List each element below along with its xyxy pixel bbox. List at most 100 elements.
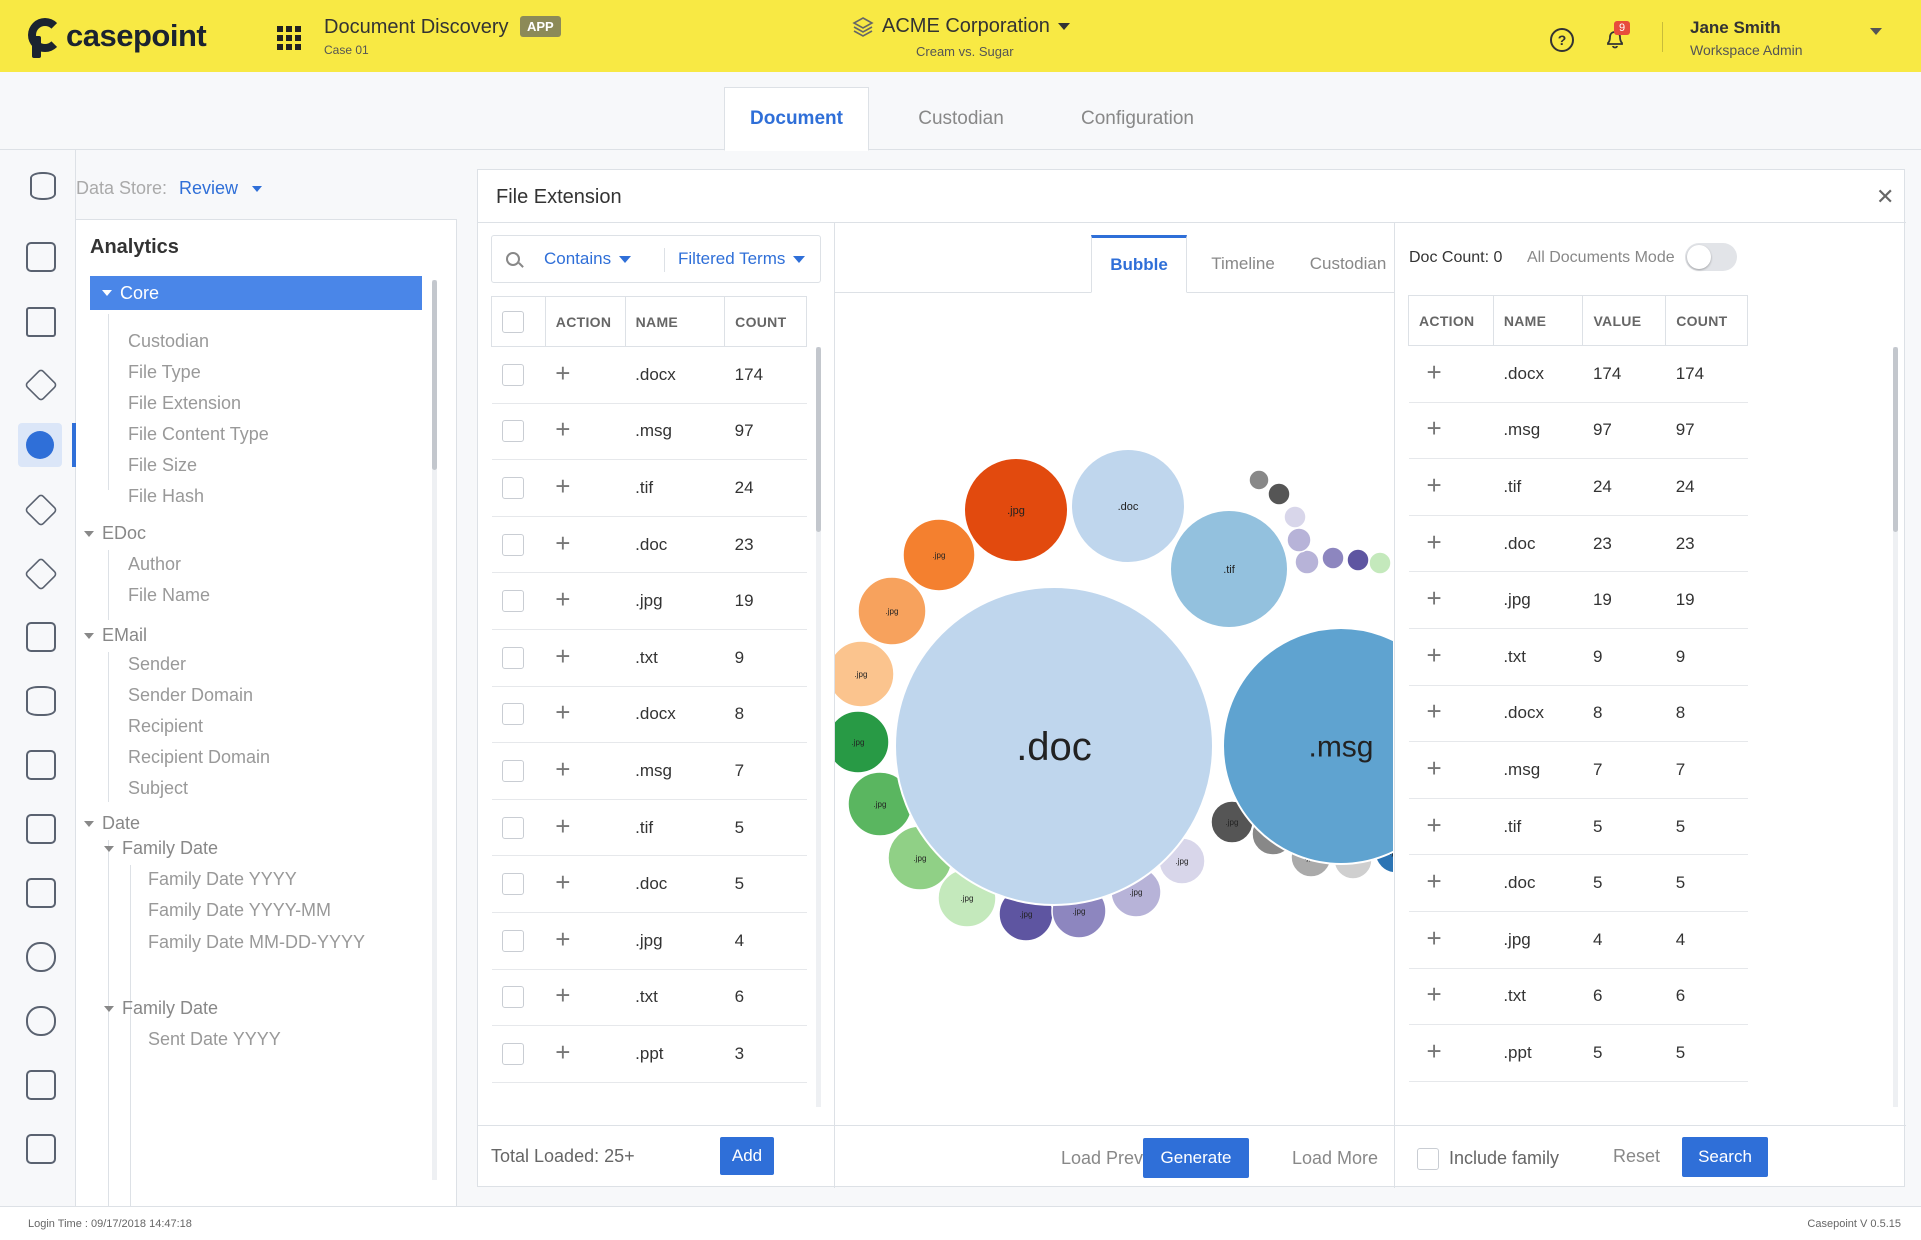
table-row[interactable]: + .txt 9 9 — [1408, 628, 1748, 686]
add-term-icon[interactable]: + — [555, 810, 571, 841]
tree-item[interactable]: File Size — [128, 455, 198, 475]
bubble[interactable] — [1169, 509, 1289, 629]
report-settings-icon[interactable] — [26, 814, 56, 844]
include-family-label[interactable]: Include family — [1449, 1148, 1560, 1168]
apps-grid-icon[interactable] — [277, 26, 301, 50]
terms-scrollbar[interactable] — [816, 347, 821, 1107]
tree-item[interactable]: Custodian — [128, 331, 210, 351]
brain-icon[interactable] — [26, 1006, 56, 1036]
all-documents-mode-toggle[interactable] — [1685, 243, 1737, 271]
table-row[interactable]: + .doc 5 — [491, 855, 807, 913]
row-checkbox[interactable] — [501, 476, 524, 499]
table-row[interactable]: + .tif 24 24 — [1408, 458, 1748, 516]
tree-node-family-date-2[interactable]: Family Date — [104, 998, 218, 1019]
tab-configuration[interactable]: Configuration — [1080, 108, 1195, 129]
load-more-button[interactable]: Load More — [1292, 1148, 1379, 1168]
table-row[interactable]: + .jpg 4 — [491, 912, 807, 970]
add-term-icon[interactable]: + — [555, 1036, 571, 1067]
tab-custodian[interactable]: Custodian — [918, 108, 1004, 129]
table-row[interactable]: + .doc 23 — [491, 516, 807, 574]
selected-scroll-thumb[interactable] — [1893, 347, 1898, 532]
tree-item[interactable]: File Type — [128, 362, 201, 382]
column-header[interactable]: NAME — [1492, 295, 1584, 346]
add-term-icon[interactable]: + — [1426, 809, 1442, 840]
bubble[interactable] — [902, 518, 976, 592]
bubble[interactable] — [1070, 448, 1186, 564]
table-row[interactable]: + .docx 8 8 — [1408, 685, 1748, 743]
tab-document[interactable]: Document — [724, 87, 869, 151]
table-row[interactable]: + .msg 97 — [491, 403, 807, 461]
tree-item[interactable]: Family Date YYYY-MM — [148, 900, 332, 920]
tree-scroll-thumb[interactable] — [432, 280, 437, 470]
contains-dropdown[interactable]: Contains — [544, 249, 632, 269]
load-prev-button[interactable]: Load Prev — [1061, 1148, 1144, 1168]
folder-icon[interactable] — [26, 307, 56, 337]
add-button[interactable]: Add — [720, 1137, 774, 1175]
table-row[interactable]: + .msg 7 — [491, 742, 807, 800]
table-row[interactable]: + .tif 5 — [491, 799, 807, 857]
column-header[interactable]: COUNT — [1665, 295, 1748, 346]
chevron-down-icon[interactable] — [1058, 23, 1070, 30]
add-term-icon[interactable]: + — [1426, 866, 1442, 897]
tree-item[interactable]: Sent Date YYYY — [148, 1029, 281, 1049]
search-button[interactable]: Search — [1682, 1137, 1768, 1177]
tree-scrollbar[interactable] — [432, 280, 437, 1180]
add-term-icon[interactable]: + — [1426, 526, 1442, 557]
tree-item[interactable]: Family Date MM-DD-YYYY — [148, 932, 366, 952]
close-icon[interactable]: ✕ — [1876, 184, 1895, 209]
row-checkbox[interactable] — [501, 590, 524, 613]
bubble[interactable] — [1321, 546, 1345, 570]
table-row[interactable]: + .ppt 5 5 — [1408, 1024, 1748, 1082]
add-term-icon[interactable]: + — [1426, 922, 1442, 953]
hierarchy-icon[interactable] — [26, 750, 56, 780]
add-term-icon[interactable]: + — [1426, 639, 1442, 670]
bubble[interactable] — [894, 586, 1214, 906]
table-row[interactable]: + .txt 9 — [491, 629, 807, 687]
row-checkbox[interactable] — [501, 703, 524, 726]
row-checkbox[interactable] — [501, 533, 524, 556]
table-row[interactable]: + .txt 6 — [491, 969, 807, 1027]
copy-docs-icon[interactable] — [26, 878, 56, 908]
add-term-icon[interactable]: + — [555, 753, 571, 784]
analytics-pie-icon[interactable] — [18, 423, 62, 467]
tag-icon[interactable] — [24, 493, 58, 527]
row-checkbox[interactable] — [501, 986, 524, 1009]
filtered-terms-dropdown[interactable]: Filtered Terms — [678, 249, 806, 269]
add-term-icon[interactable]: + — [1426, 413, 1442, 444]
add-term-icon[interactable]: + — [555, 980, 571, 1011]
document-list-icon[interactable] — [26, 622, 56, 652]
table-row[interactable]: + .doc 23 23 — [1408, 515, 1748, 573]
table-row[interactable]: + .jpg 4 4 — [1408, 911, 1748, 969]
table-row[interactable]: + .ppt 3 — [491, 1025, 807, 1083]
table-row[interactable]: + .tif 24 — [491, 459, 807, 517]
bubble[interactable] — [1222, 627, 1393, 865]
bubble[interactable] — [1248, 469, 1270, 491]
add-term-icon[interactable]: + — [555, 584, 571, 615]
include-family-checkbox[interactable] — [1417, 1148, 1439, 1170]
bubble[interactable] — [1286, 527, 1312, 553]
column-header[interactable]: COUNT — [724, 296, 807, 347]
add-term-icon[interactable]: + — [555, 470, 571, 501]
row-checkbox[interactable] — [501, 816, 524, 839]
row-checkbox[interactable] — [501, 759, 524, 782]
user-name[interactable]: Jane Smith — [1690, 18, 1781, 37]
search-docs-icon[interactable] — [26, 242, 56, 272]
mail-doc-icon[interactable] — [26, 1070, 56, 1100]
tree-item[interactable]: Author — [128, 554, 182, 574]
table-row[interactable]: + .tif 5 5 — [1408, 798, 1748, 856]
table-row[interactable]: + .jpg 19 — [491, 572, 807, 630]
table-row[interactable]: + .jpg 19 19 — [1408, 571, 1748, 629]
tree-item[interactable]: Recipient Domain — [128, 747, 271, 767]
add-term-icon[interactable]: + — [1426, 1035, 1442, 1066]
bubble[interactable] — [835, 710, 890, 774]
tree-item[interactable]: Subject — [128, 778, 189, 798]
bubble[interactable] — [1346, 548, 1370, 572]
bubble[interactable] — [963, 457, 1069, 563]
add-term-icon[interactable]: + — [555, 414, 571, 445]
add-term-icon[interactable]: + — [1426, 583, 1442, 614]
tab-timeline[interactable]: Timeline — [1211, 254, 1275, 273]
tree-item[interactable]: File Extension — [128, 393, 242, 413]
search-icon[interactable] — [506, 252, 520, 266]
add-term-icon[interactable]: + — [1426, 979, 1442, 1010]
table-row[interactable]: + .doc 5 5 — [1408, 854, 1748, 912]
